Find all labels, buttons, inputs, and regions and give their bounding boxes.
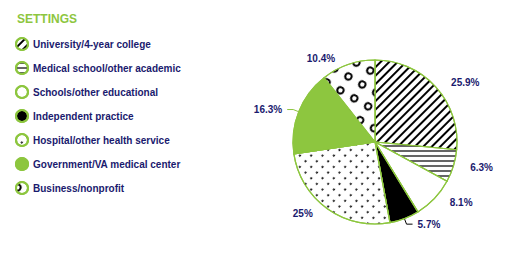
- svg-text:Independent practice: Independent practice: [33, 111, 134, 122]
- svg-text:SETTINGS: SETTINGS: [17, 12, 77, 26]
- svg-text:16.3%: 16.3%: [254, 104, 282, 115]
- svg-text:6.3%: 6.3%: [470, 162, 493, 173]
- svg-text:25%: 25%: [293, 208, 313, 219]
- svg-text:10.4%: 10.4%: [307, 53, 335, 64]
- svg-text:Government/VA medical center: Government/VA medical center: [33, 159, 180, 170]
- svg-text:8.1%: 8.1%: [450, 197, 473, 208]
- svg-text:5.7%: 5.7%: [418, 219, 441, 230]
- svg-text:Business/nonprofit: Business/nonprofit: [33, 183, 125, 194]
- svg-text:25.9%: 25.9%: [451, 77, 479, 88]
- svg-text:Hospital/other health service: Hospital/other health service: [33, 135, 170, 146]
- svg-text:Schools/other educational: Schools/other educational: [33, 87, 158, 98]
- svg-text:Medical school/other academic: Medical school/other academic: [33, 63, 181, 74]
- svg-text:University/4-year college: University/4-year college: [33, 39, 151, 50]
